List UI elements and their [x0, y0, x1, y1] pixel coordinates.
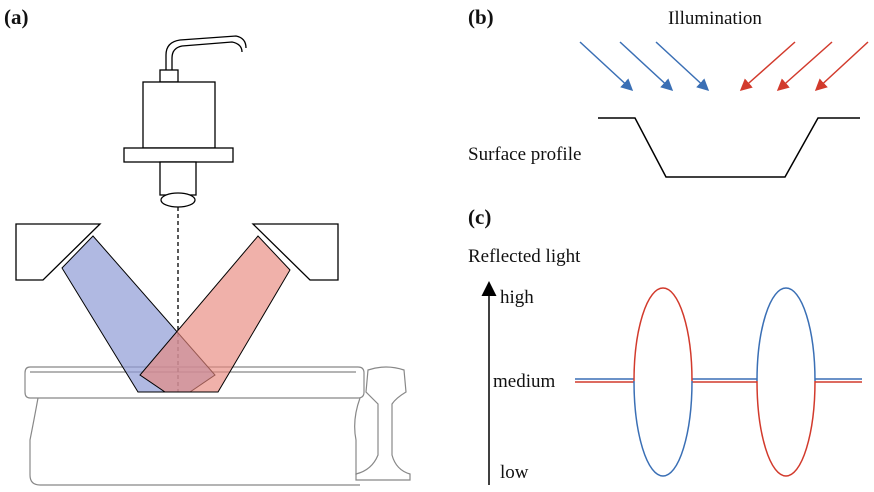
panel-label: (c) [468, 205, 491, 229]
panel-label: (a) [4, 5, 29, 29]
panel-label: (b) [468, 5, 494, 29]
level-label: high [500, 287, 534, 308]
axis-label: Reflected light [468, 246, 581, 267]
red-beam [140, 236, 290, 392]
camera [124, 36, 246, 207]
illumination-arrows [580, 42, 868, 90]
surface-profile [598, 118, 860, 177]
reflection-curve [575, 288, 862, 476]
surface-label: Surface profile [468, 144, 581, 165]
level-label: medium [493, 371, 555, 392]
level-label: low [500, 462, 529, 483]
page: {"panels": { "a": {"label": "(a)"}, "b":… [0, 0, 874, 492]
illumination-label: Illumination [668, 8, 762, 29]
diagram: (a) (b) Illumination Surface profile (c)… [0, 0, 874, 492]
